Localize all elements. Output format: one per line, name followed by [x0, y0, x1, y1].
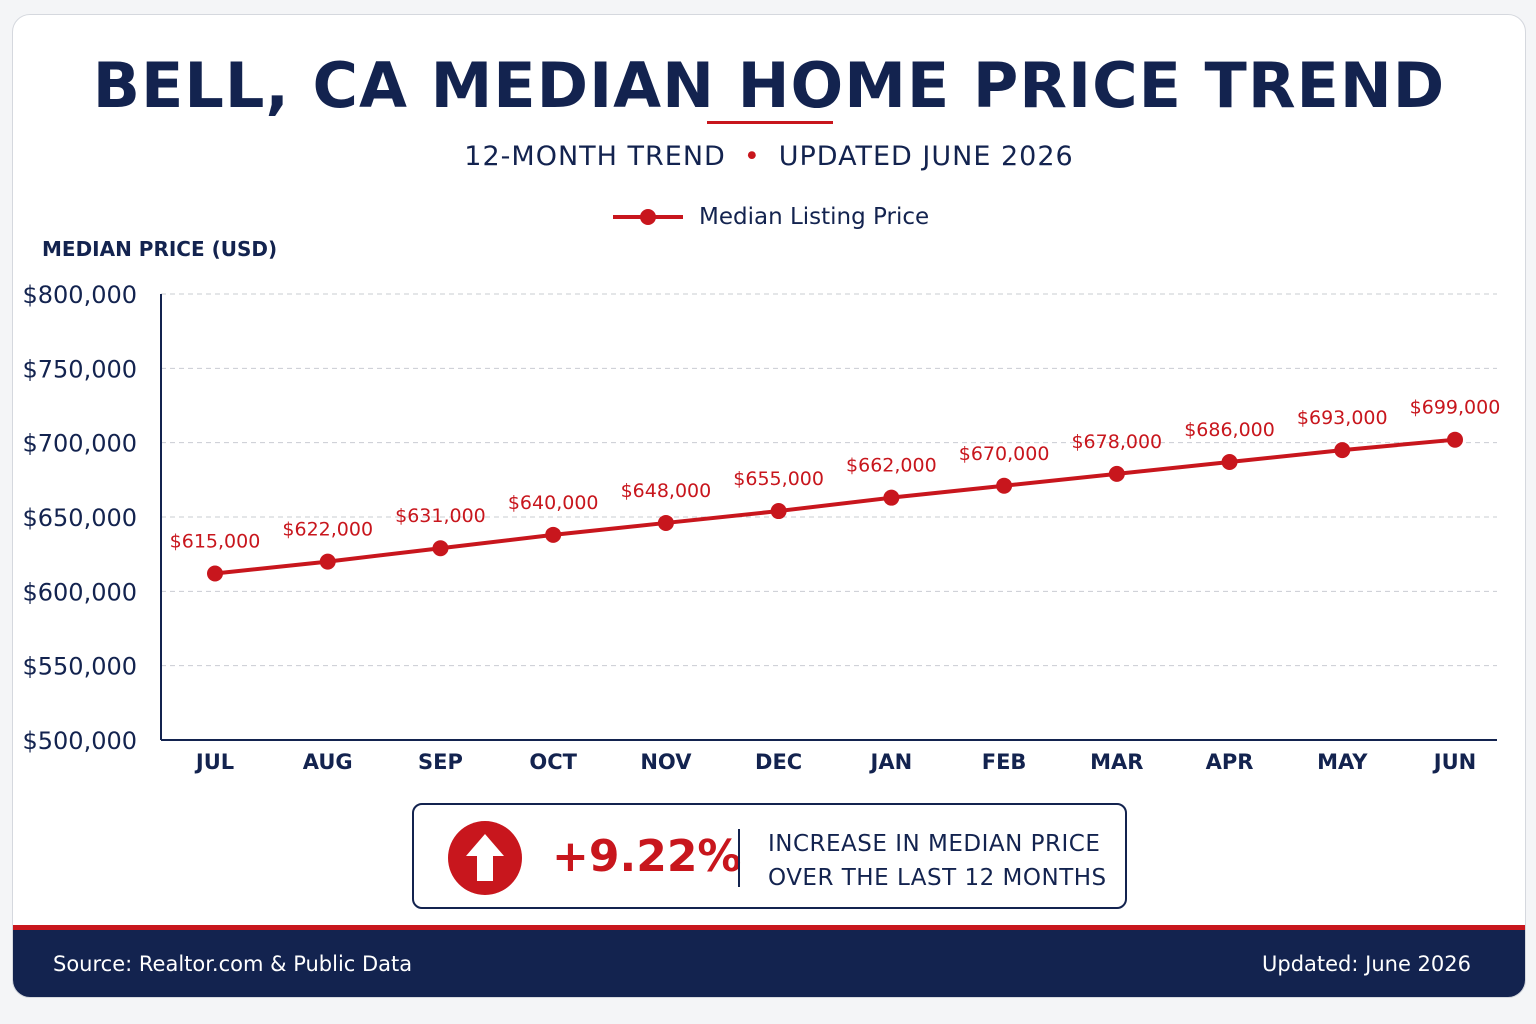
chart-title: BELL, CA MEDIAN HOME PRICE TREND: [92, 49, 1446, 122]
footer-source: Source: Realtor.com & Public Data: [53, 952, 413, 976]
x-tick-label: MAR: [1090, 750, 1143, 774]
subtitle-separator: •: [743, 141, 761, 172]
data-point: [432, 540, 449, 557]
data-label: $640,000: [508, 492, 599, 514]
legend-label: Median Listing Price: [699, 204, 930, 230]
data-point: [1334, 442, 1351, 459]
data-label: $615,000: [170, 530, 261, 552]
y-tick-label: $600,000: [22, 578, 137, 606]
increase-description-line2: OVER THE LAST 12 MONTHS: [768, 865, 1107, 891]
callout-divider: [738, 829, 740, 887]
data-point: [996, 477, 1013, 494]
x-tick-label: NOV: [640, 750, 692, 774]
up-arrow-icon: [448, 821, 522, 895]
increase-description-line1: INCREASE IN MEDIAN PRICE: [768, 831, 1101, 857]
subtitle-updated: UPDATED JUNE 2026: [778, 141, 1074, 172]
y-tick-label: $650,000: [22, 504, 137, 532]
data-label: $648,000: [621, 480, 712, 502]
chart-legend: Median Listing Price: [613, 201, 929, 233]
x-tick-label: FEB: [982, 750, 1027, 774]
data-label: $670,000: [959, 443, 1050, 465]
x-tick-label: SEP: [418, 750, 463, 774]
x-tick-label: OCT: [529, 750, 577, 774]
x-tick-label: AUG: [303, 750, 353, 774]
subtitle-trend: 12-MONTH TREND: [464, 141, 726, 172]
data-label: $693,000: [1297, 407, 1388, 429]
title-underline: [707, 121, 833, 124]
y-tick-label: $750,000: [22, 355, 137, 383]
x-tick-label: JUL: [194, 750, 234, 774]
y-tick-label: $800,000: [22, 281, 137, 309]
increase-callout: +9.22% INCREASE IN MEDIAN PRICE OVER THE…: [412, 803, 1127, 909]
chart-card: BELL, CA MEDIAN HOME PRICE TREND 12-MONT…: [12, 14, 1526, 998]
chart-subtitle: 12-MONTH TREND • UPDATED JUNE 2026: [13, 141, 1525, 172]
x-tick-label: JAN: [869, 750, 913, 774]
x-tick-label: APR: [1206, 750, 1254, 774]
data-point: [657, 514, 674, 531]
increase-description: INCREASE IN MEDIAN PRICE OVER THE LAST 1…: [768, 827, 1107, 895]
y-tick-label: $550,000: [22, 653, 137, 681]
x-tick-label: DEC: [755, 750, 802, 774]
data-point: [883, 489, 900, 506]
data-point: [1221, 453, 1238, 470]
x-tick-label: JUN: [1432, 750, 1476, 774]
legend-line-marker-icon: [613, 201, 683, 233]
data-point: [207, 565, 223, 582]
data-point: [545, 526, 562, 543]
x-tick-label: MAY: [1317, 750, 1368, 774]
data-label: $631,000: [395, 505, 486, 527]
y-tick-label: $700,000: [22, 430, 137, 458]
line-chart: $800,000 $750,000 $700,000 $650,000 $600,000…: [22, 281, 1501, 774]
footer-bar: Source: Realtor.com & Public Data Update…: [13, 925, 1525, 997]
data-point: [1447, 431, 1463, 448]
data-point: [770, 503, 787, 520]
y-axis-title: MEDIAN PRICE (USD): [42, 237, 278, 261]
data-label: $686,000: [1184, 419, 1275, 441]
data-point: [1108, 465, 1125, 482]
data-point: [319, 553, 336, 570]
data-label: $622,000: [282, 519, 373, 541]
data-label: $699,000: [1410, 397, 1501, 419]
data-label: $662,000: [846, 455, 937, 477]
series-line: [214, 437, 1456, 576]
data-label: $655,000: [733, 468, 824, 490]
increase-percent: +9.22%: [552, 831, 742, 882]
data-label: $678,000: [1071, 431, 1162, 453]
y-tick-label: $500,000: [22, 727, 137, 755]
footer-updated: Updated: June 2026: [1262, 952, 1471, 976]
